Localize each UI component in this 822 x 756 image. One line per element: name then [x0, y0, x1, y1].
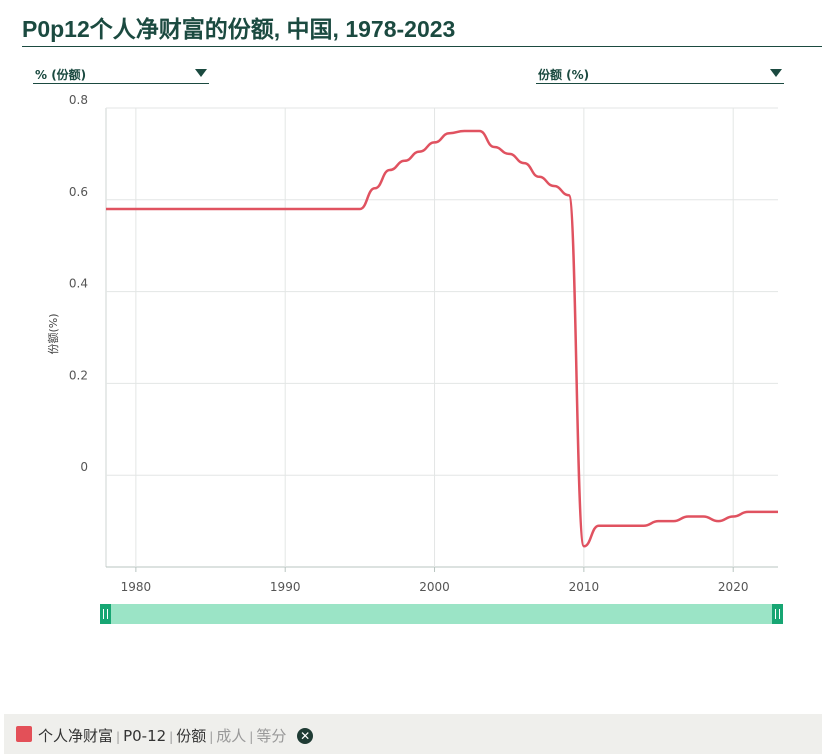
y-tick-label: 0.6 — [69, 185, 88, 199]
series-line — [106, 129, 778, 548]
chevron-down-icon — [770, 69, 782, 77]
legend-item-type: 份额 — [176, 727, 207, 745]
unit-dropdown-label: % (份额) — [35, 68, 87, 82]
line-chart: 0 0.2 0.4 0.6 0.8 1980 1990 2000 2010 2020 — [69, 93, 778, 594]
metric-dropdown-label: 份额 (%) — [538, 68, 590, 82]
y-tick-label: 0.8 — [69, 93, 88, 107]
y-tick-label: 0 — [80, 460, 88, 474]
legend-item-variable: 个人净财富 — [38, 727, 114, 745]
x-tick-label: 2000 — [419, 580, 450, 594]
range-slider-right-handle[interactable] — [772, 604, 783, 624]
x-tick-label: 1980 — [121, 580, 152, 594]
legend-item-population: 成人 — [216, 727, 247, 745]
x-tick-label: 2010 — [569, 580, 600, 594]
y-tick-label: 0.2 — [69, 368, 88, 382]
title-divider — [22, 46, 822, 47]
x-tick-label: 1990 — [270, 580, 301, 594]
unit-dropdown[interactable]: % (份额) — [33, 61, 209, 84]
legend-swatch — [16, 726, 32, 742]
legend-items: 个人净财富 | P0-12 | 份额 | 成人 | 等分 ✕ — [38, 725, 314, 746]
legend-item-split: 等分 — [256, 727, 287, 745]
chevron-down-icon — [195, 69, 207, 77]
metric-dropdown[interactable]: 份额 (%) — [536, 61, 784, 84]
range-slider[interactable] — [100, 604, 783, 624]
y-tick-label: 0.4 — [69, 277, 88, 291]
range-slider-left-handle[interactable] — [100, 604, 111, 624]
x-tick-label: 2020 — [718, 580, 749, 594]
close-icon[interactable]: ✕ — [297, 728, 314, 744]
legend-item-percentile: P0-12 — [123, 727, 167, 745]
chart-title: P0p12个人净财富的份额, 中国, 1978-2023 — [22, 16, 456, 42]
legend-bar: 个人净财富 | P0-12 | 份额 | 成人 | 等分 ✕ — [4, 714, 822, 754]
y-axis-label: 份额(%) — [47, 313, 60, 355]
